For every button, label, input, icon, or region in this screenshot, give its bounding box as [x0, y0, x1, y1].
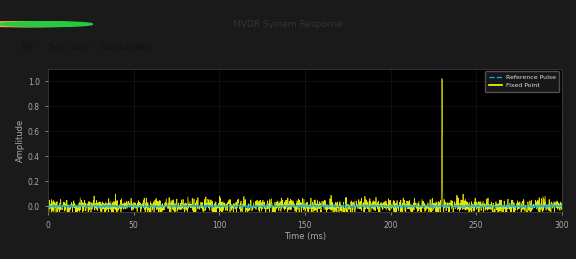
X-axis label: Time (ms): Time (ms)	[284, 233, 326, 241]
Text: Help: Help	[135, 43, 153, 52]
Text: MVDR System Response: MVDR System Response	[233, 20, 343, 29]
Text: Simulation: Simulation	[101, 43, 142, 52]
Circle shape	[0, 22, 65, 27]
Text: File: File	[21, 43, 35, 52]
Circle shape	[0, 22, 79, 27]
Y-axis label: Amplitude: Amplitude	[16, 119, 25, 162]
Text: View: View	[73, 43, 90, 52]
Legend: Reference Pulse, Fixed Point: Reference Pulse, Fixed Point	[485, 71, 559, 92]
Text: Tools: Tools	[48, 43, 67, 52]
Circle shape	[0, 22, 93, 27]
